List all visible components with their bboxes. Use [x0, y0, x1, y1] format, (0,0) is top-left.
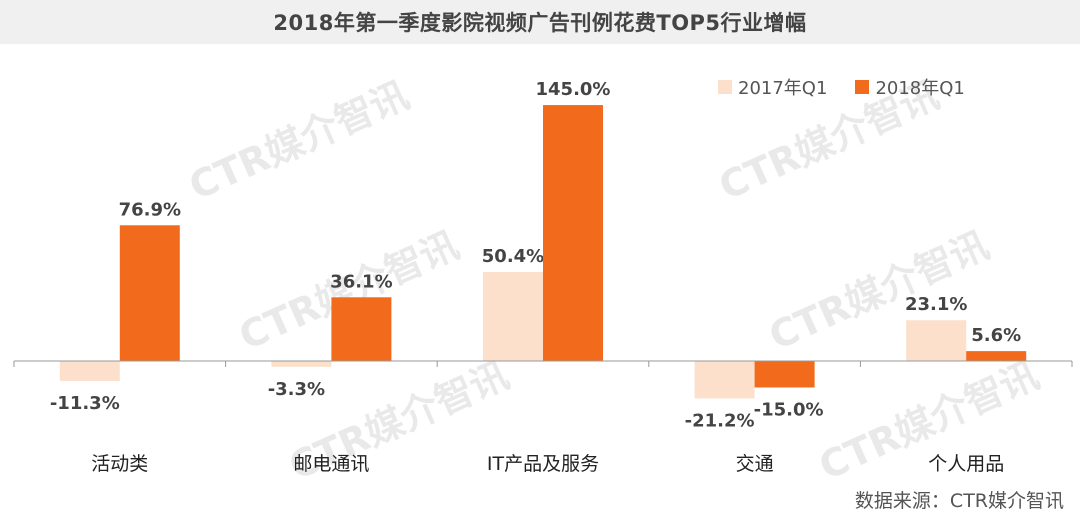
data-label: -15.0%	[754, 399, 824, 420]
category-label: 个人用品	[928, 453, 1004, 475]
bar-2017	[59, 361, 120, 381]
bar-2018	[543, 105, 603, 361]
bar-2018	[966, 351, 1027, 361]
data-label: 76.9%	[119, 199, 181, 220]
category-label: IT产品及服务	[487, 453, 599, 475]
data-label: -3.3%	[268, 379, 325, 400]
data-source: 数据来源：CTR媒介智讯	[854, 490, 1064, 512]
bar-2018	[119, 225, 180, 361]
legend-label-2017: 2017年Q1	[738, 78, 828, 99]
legend-label-2018: 2018年Q1	[875, 78, 965, 99]
title-bar: 2018年第一季度影院视频广告刊例花费TOP5行业增幅	[0, 0, 1080, 44]
bar-2018	[754, 361, 815, 388]
category-label: 活动类	[91, 453, 148, 475]
data-label: -11.3%	[50, 393, 120, 414]
bar-chart: -11.3% 76.9% 活动类 -3.3% 36.1% 邮电通讯 50.4% 145.0% I…	[13, 79, 1073, 475]
data-label: 145.0%	[536, 79, 611, 100]
data-label: 50.4%	[482, 246, 544, 267]
legend-swatch-2017	[718, 80, 732, 94]
data-label: 36.1%	[330, 271, 392, 292]
bar-2018	[331, 297, 392, 361]
legend-item-2018: 2018年Q1	[855, 74, 965, 100]
bar-2017	[271, 361, 332, 367]
bar-2017	[906, 320, 967, 361]
chart-title: 2018年第一季度影院视频广告刊例花费TOP5行业增幅	[273, 11, 807, 35]
category-label: 邮电通讯	[293, 453, 369, 475]
bar-2017	[694, 361, 755, 399]
data-label: -21.2%	[685, 410, 755, 431]
bar-2017	[483, 272, 543, 361]
legend-swatch-2018	[855, 80, 870, 94]
legend-item-2017: 2017年Q1	[718, 74, 827, 100]
data-label: 23.1%	[905, 294, 967, 315]
category-label: 交通	[736, 453, 774, 475]
data-label: 5.6%	[971, 325, 1021, 346]
legend: 2017年Q1 2018年Q1	[718, 74, 965, 100]
